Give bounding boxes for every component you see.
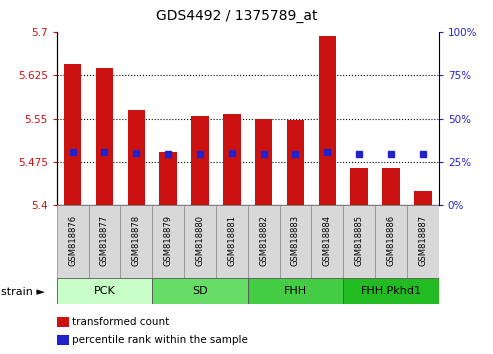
Bar	[152, 205, 184, 278]
Bar	[223, 114, 241, 205]
Bar	[89, 205, 120, 278]
Text: transformed count: transformed count	[72, 317, 170, 327]
Bar	[247, 278, 343, 304]
Text: GSM818881: GSM818881	[227, 215, 236, 266]
Bar	[287, 120, 304, 205]
Bar	[96, 68, 113, 205]
Bar	[280, 205, 312, 278]
Bar	[247, 205, 280, 278]
Bar	[318, 36, 336, 205]
Text: GSM818887: GSM818887	[419, 215, 427, 266]
Bar	[382, 168, 400, 205]
Text: GSM818886: GSM818886	[387, 215, 395, 266]
Bar	[407, 205, 439, 278]
Bar	[312, 205, 343, 278]
Text: GSM818884: GSM818884	[323, 215, 332, 266]
Text: GDS4492 / 1375789_at: GDS4492 / 1375789_at	[156, 9, 317, 23]
Bar	[152, 278, 247, 304]
Bar	[414, 191, 431, 205]
Text: GSM818882: GSM818882	[259, 215, 268, 266]
Bar	[375, 205, 407, 278]
Bar	[343, 278, 439, 304]
Bar	[64, 64, 81, 205]
Text: GSM818877: GSM818877	[100, 215, 109, 266]
Bar	[159, 152, 177, 205]
Text: GSM818885: GSM818885	[354, 215, 364, 266]
Bar	[57, 278, 152, 304]
Bar	[255, 119, 273, 205]
Bar	[191, 116, 209, 205]
Text: percentile rank within the sample: percentile rank within the sample	[72, 335, 248, 345]
Text: GSM818883: GSM818883	[291, 215, 300, 266]
Bar	[128, 110, 145, 205]
Text: PCK: PCK	[94, 286, 115, 296]
Text: GSM818879: GSM818879	[164, 215, 173, 266]
Bar	[351, 168, 368, 205]
Bar	[343, 205, 375, 278]
Bar	[216, 205, 247, 278]
Text: SD: SD	[192, 286, 208, 296]
Text: GSM818878: GSM818878	[132, 215, 141, 266]
Bar	[120, 205, 152, 278]
Text: FHH.Pkhd1: FHH.Pkhd1	[360, 286, 422, 296]
Text: GSM818876: GSM818876	[68, 215, 77, 266]
Bar	[57, 205, 89, 278]
Bar	[184, 205, 216, 278]
Text: FHH: FHH	[284, 286, 307, 296]
Text: GSM818880: GSM818880	[195, 215, 205, 266]
Text: strain ►: strain ►	[1, 287, 45, 297]
